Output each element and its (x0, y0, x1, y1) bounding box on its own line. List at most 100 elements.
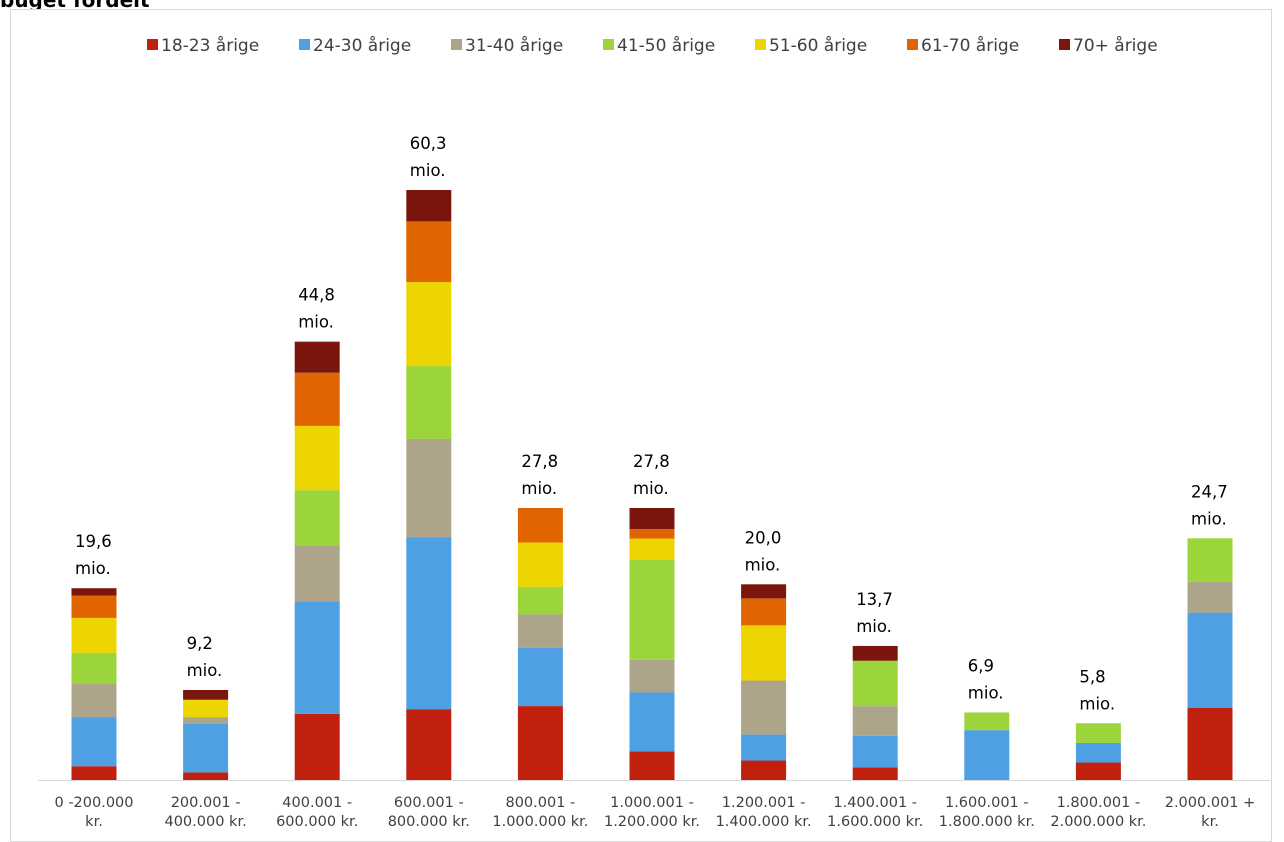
bar-segment (741, 625, 787, 681)
bar-segment (1075, 742, 1121, 763)
total-label: 6,9 (968, 656, 994, 675)
bar-segment (741, 584, 787, 599)
legend-label: 24-30 årige (313, 35, 411, 56)
bar-segment (406, 221, 452, 283)
x-tick-label: kr. (1201, 814, 1219, 830)
bar-segment (183, 772, 229, 780)
bar-segment (517, 706, 563, 780)
total-label: 19,6 (75, 532, 112, 551)
bar-segment (183, 717, 229, 724)
total-label: mio. (633, 479, 669, 498)
x-tick-label: 1.600.000 kr. (827, 814, 923, 830)
bar-segment (741, 760, 787, 780)
bar-segment (1075, 762, 1121, 780)
x-tick-label: 1.400.001 - (833, 795, 917, 811)
bar-segment (294, 372, 340, 426)
bar-segment (741, 734, 787, 761)
bar-segment (741, 680, 787, 735)
bar-segment (71, 717, 117, 767)
x-tick-label: kr. (85, 814, 103, 830)
bar-segment (629, 507, 675, 530)
bar-segment (71, 683, 117, 718)
legend-label: 51-60 årige (769, 35, 867, 56)
bar-segment (71, 595, 117, 618)
bar-segment (1075, 723, 1121, 743)
bar-segment (852, 706, 898, 736)
total-label: mio. (187, 661, 223, 680)
legend-swatch (1059, 39, 1070, 50)
x-tick-label: 600.000 kr. (276, 814, 358, 830)
x-tick-label: 1.800.001 - (1057, 795, 1141, 811)
bar-segment (964, 712, 1010, 731)
bar-segment (294, 601, 340, 714)
bar-segment (71, 766, 117, 780)
legend-label: 31-40 årige (465, 35, 563, 56)
bar-segment (629, 559, 675, 660)
x-tick-label: 800.001 - (505, 795, 575, 811)
bar-segment (629, 529, 675, 539)
total-labels: 19,6 mio. 9,2 mio. 44,8 mio. 60,3 mio. 27,8 mio. 2… (75, 134, 1228, 713)
bar-segment (852, 645, 898, 661)
bar-segment (406, 537, 452, 710)
total-label: 20,0 (745, 528, 782, 547)
bar-segment (183, 689, 229, 700)
bar-segment (71, 588, 117, 596)
x-tick-label: 1.800.000 kr. (939, 814, 1035, 830)
x-tick-label: 1.600.001 - (945, 795, 1029, 811)
total-label: mio. (1191, 509, 1227, 528)
bar-segment (294, 713, 340, 780)
total-label: mio. (521, 479, 557, 498)
bar-segment (406, 190, 452, 222)
total-label: 24,7 (1191, 482, 1228, 501)
legend-label: 61-70 årige (921, 35, 1019, 56)
x-tick-label: 2.000.000 kr. (1050, 814, 1146, 830)
legend-swatch (603, 39, 614, 50)
bar-segment (629, 538, 675, 560)
x-tick-label: 1.000.000 kr. (492, 814, 588, 830)
legend-label: 41-50 årige (617, 35, 715, 56)
total-label: 9,2 (187, 634, 213, 653)
x-tick-labels: 0 -200.000 kr. 200.001 - 400.000 kr. 400.001… (54, 795, 1255, 830)
bar-segment (1187, 612, 1233, 708)
x-tick-label: 200.001 - (171, 795, 241, 811)
bar-segment (852, 767, 898, 780)
x-tick-label: 600.001 - (394, 795, 464, 811)
bar-segment (852, 735, 898, 768)
bar-segment (406, 438, 452, 538)
legend-swatch (755, 39, 766, 50)
bar-segment (1187, 581, 1233, 613)
bar-segment (406, 709, 452, 780)
total-label: mio. (745, 555, 781, 574)
bar-segment (517, 586, 563, 615)
bar-segment (294, 490, 340, 546)
x-tick-label: 1.400.000 kr. (716, 814, 812, 830)
x-tick-label: 0 -200.000 (54, 795, 133, 811)
bar-segment (517, 647, 563, 707)
total-label: mio. (856, 617, 892, 636)
total-label: mio. (75, 559, 111, 578)
bar-segment (406, 282, 452, 367)
legend-swatch (451, 39, 462, 50)
total-label: 27,8 (521, 452, 558, 471)
legend: 18-23 årige 24-30 årige 31-40 årige 41-50 å… (147, 35, 1158, 56)
bar-segment (1187, 707, 1233, 780)
bar-segment (294, 425, 340, 491)
total-label: mio. (410, 161, 446, 180)
bar-segment (741, 598, 787, 626)
x-tick-label: 400.000 kr. (164, 814, 246, 830)
bar-segment (629, 751, 675, 780)
bar-segment (71, 617, 117, 653)
bar-segment (71, 652, 117, 684)
bar-segment (294, 545, 340, 602)
total-label: mio. (1079, 694, 1115, 713)
total-label: mio. (298, 313, 334, 332)
bar-segment (517, 614, 563, 648)
x-tick-label: 400.001 - (282, 795, 352, 811)
legend-label: 18-23 årige (161, 35, 259, 56)
bars (71, 190, 1233, 780)
total-label: 5,8 (1079, 667, 1105, 686)
bar-segment (629, 692, 675, 752)
bar-segment (629, 659, 675, 693)
x-tick-label: 2.000.001 + (1165, 795, 1256, 811)
